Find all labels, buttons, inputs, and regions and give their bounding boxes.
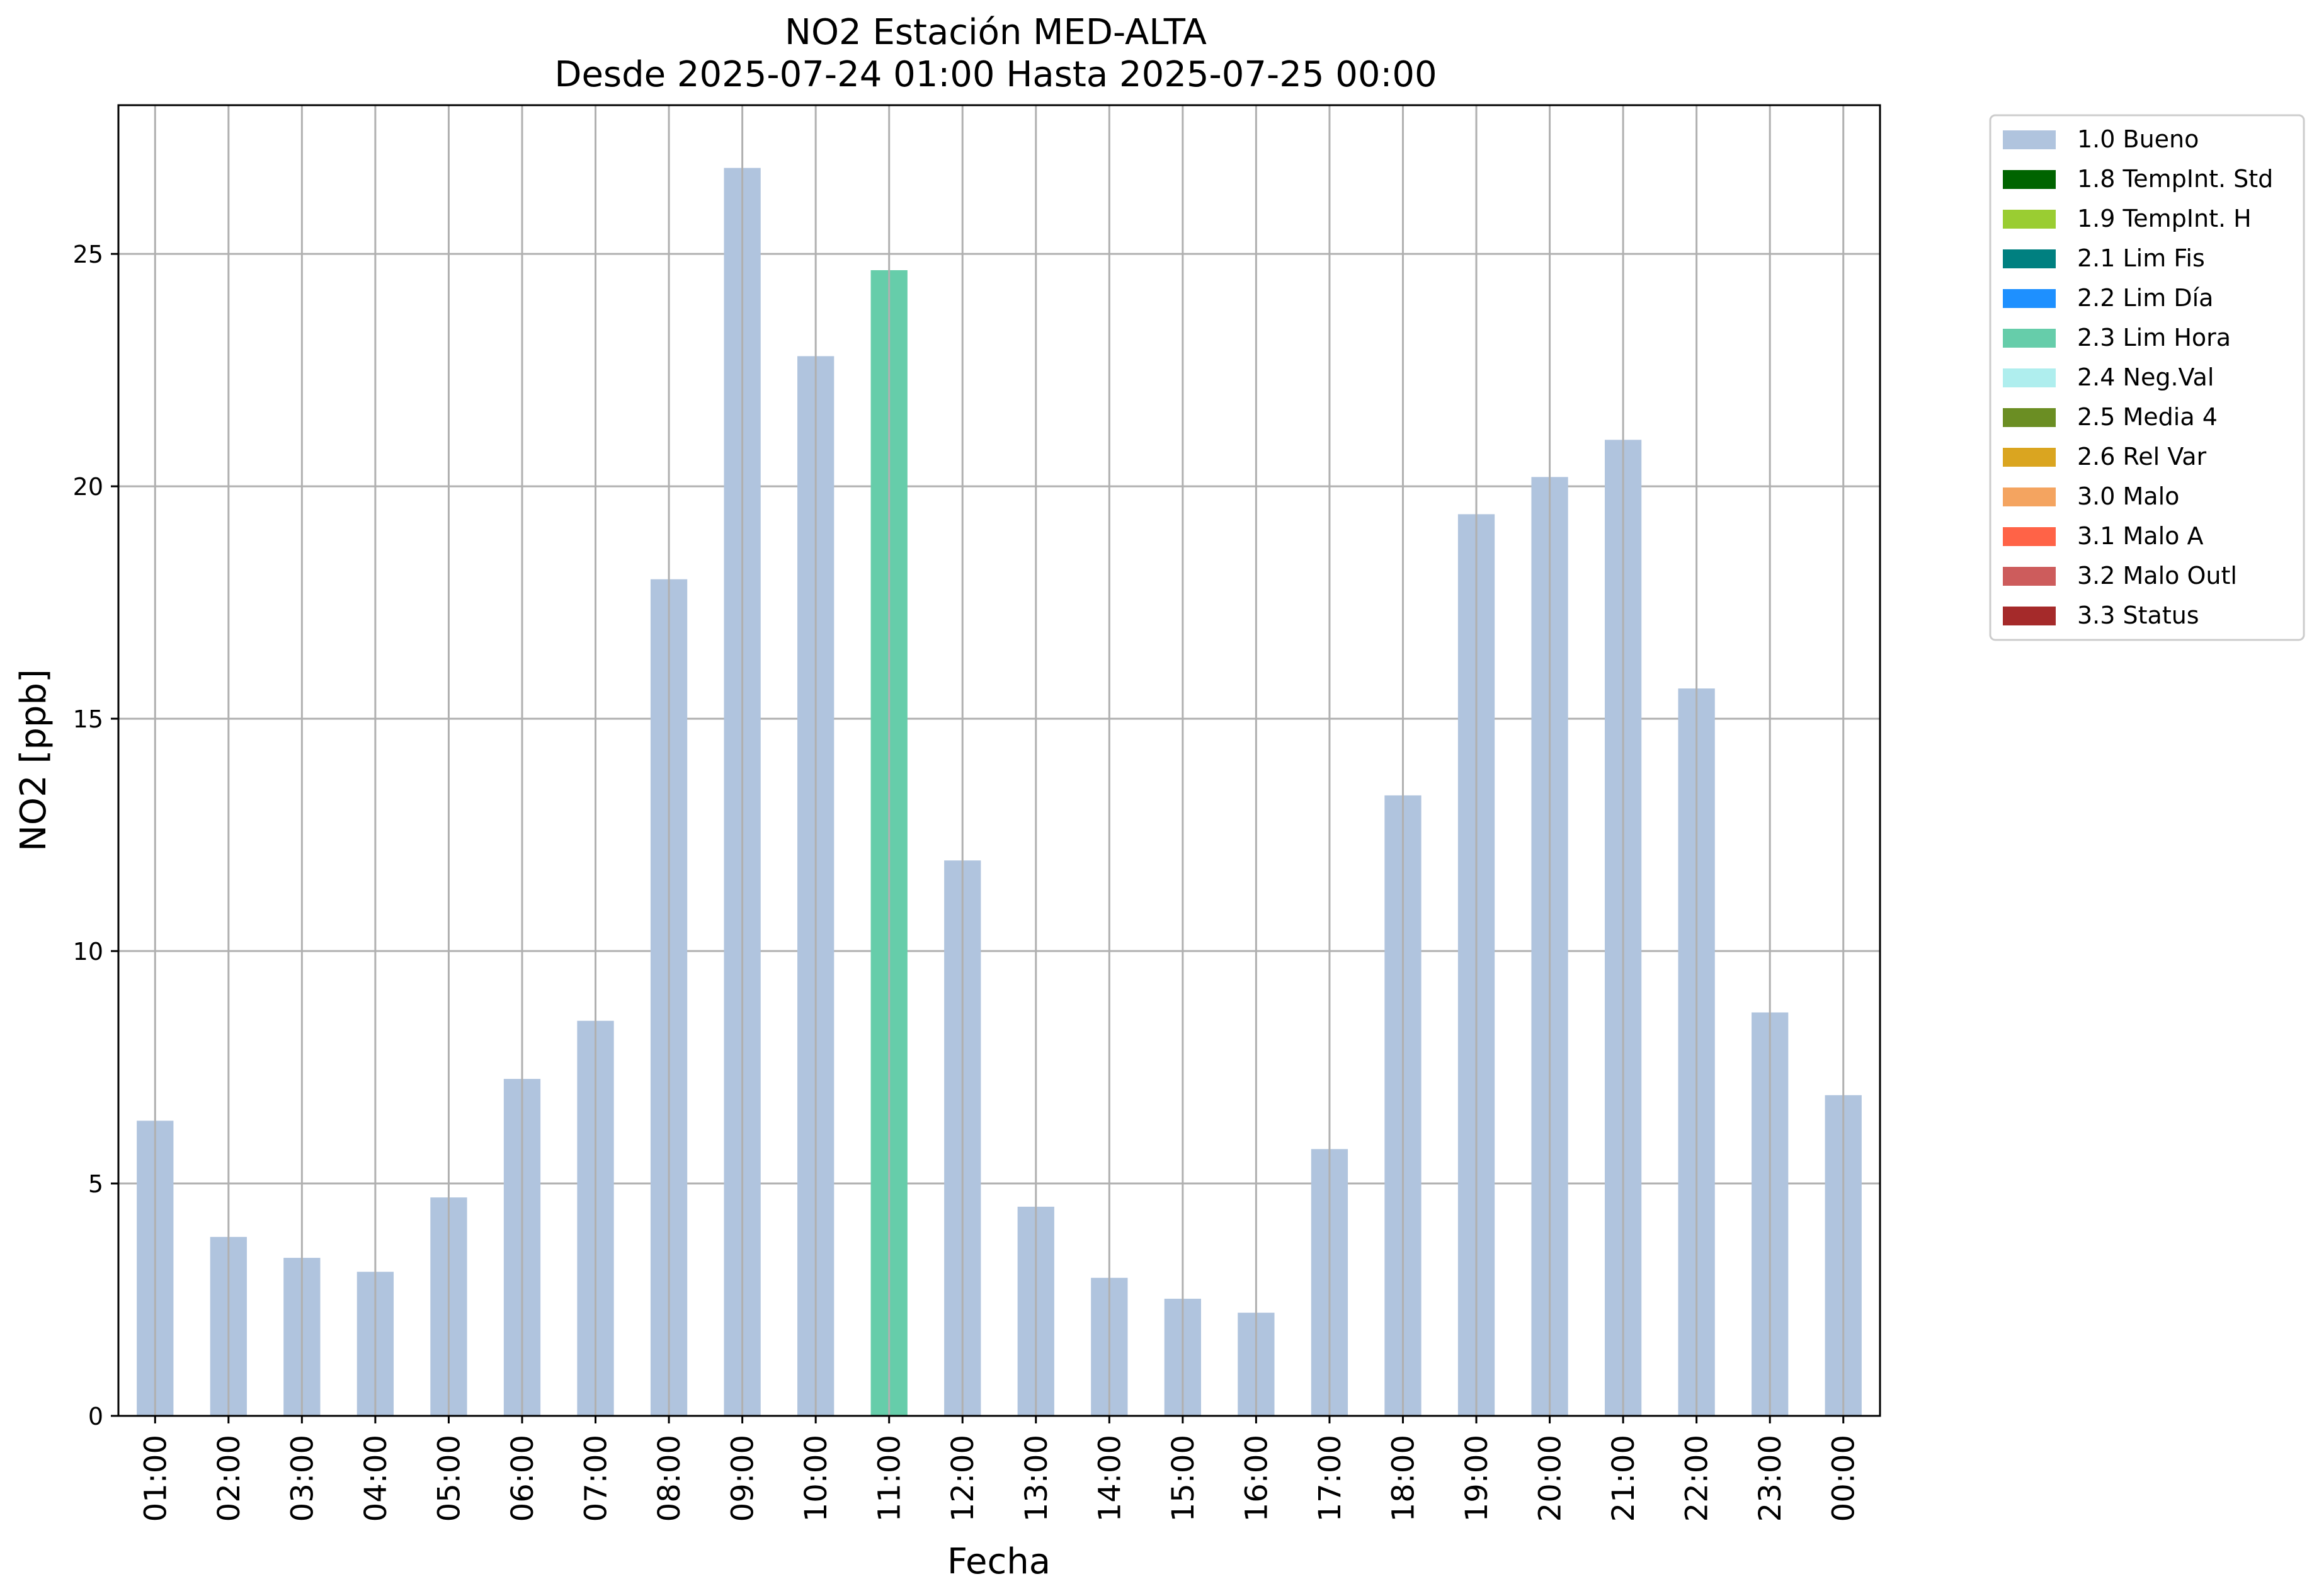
legend-label: 3.1 Malo A	[2077, 522, 2203, 550]
legend-swatch	[2003, 289, 2056, 308]
legend-label: 2.5 Media 4	[2077, 403, 2218, 431]
y-tick-label: 5	[88, 1170, 103, 1198]
legend-label: 3.2 Malo Outl	[2077, 562, 2237, 590]
legend-label: 2.4 Neg.Val	[2077, 363, 2214, 391]
x-tick-label: 13:00	[1019, 1435, 1054, 1522]
plot-frame	[117, 104, 1881, 1417]
legend-frame	[1989, 114, 2305, 641]
legend-label: 2.6 Rel Var	[2077, 443, 2207, 470]
legend-label: 1.9 TempInt. H	[2077, 205, 2252, 232]
legend-label: 1.8 TempInt. Std	[2077, 165, 2273, 193]
x-tick-label: 00:00	[1826, 1435, 1862, 1522]
y-tick-label: 25	[73, 241, 103, 268]
legend-swatch	[2003, 408, 2056, 427]
chart-subtitle: Desde 2025-07-24 01:00 Hasta 2025-07-25 …	[554, 54, 1437, 95]
x-tick-label: 02:00	[212, 1435, 247, 1522]
y-axis: 0 5 10 15 20 25	[73, 241, 118, 1430]
x-tick-label: 15:00	[1166, 1435, 1201, 1522]
legend-swatch	[2003, 210, 2056, 229]
legend-swatch	[2003, 487, 2056, 506]
vertical-grid-lines	[154, 105, 1845, 1416]
x-tick-label: 21:00	[1606, 1435, 1641, 1522]
x-tick-label: 08:00	[652, 1435, 687, 1522]
x-tick-label: 12:00	[945, 1435, 981, 1522]
x-axis: 01:00 02:00 03:00 04:00 05:00 06:00 07:00 08:00…	[138, 1416, 1862, 1522]
x-tick-label: 22:00	[1680, 1435, 1715, 1522]
x-tick-label: 19:00	[1459, 1435, 1495, 1522]
legend-label: 3.0 Malo	[2077, 482, 2179, 510]
legend-label: 2.2 Lim Día	[2077, 284, 2213, 312]
legend-swatch	[2003, 607, 2056, 625]
x-tick-label: 23:00	[1753, 1435, 1788, 1522]
y-tick-label: 0	[88, 1403, 103, 1430]
x-tick-label: 03:00	[285, 1435, 320, 1522]
y-tick-label: 20	[73, 473, 103, 501]
x-tick-label: 11:00	[872, 1435, 908, 1522]
x-tick-label: 17:00	[1313, 1435, 1348, 1522]
x-tick-label: 01:00	[138, 1435, 173, 1522]
legend-label: 2.3 Lim Hora	[2077, 324, 2231, 351]
x-tick-label: 09:00	[726, 1435, 761, 1522]
x-tick-label: 04:00	[358, 1435, 394, 1522]
y-tick-label: 10	[73, 938, 103, 966]
legend-swatch	[2003, 130, 2056, 149]
x-tick-label: 05:00	[431, 1435, 467, 1522]
legend: 1.0 Bueno 1.8 TempInt. Std 1.9 TempInt. H 2…	[1989, 114, 2305, 641]
legend-label: 3.3 Status	[2077, 601, 2199, 629]
x-tick-label: 06:00	[505, 1435, 540, 1522]
legend-swatch	[2003, 448, 2056, 467]
legend-label: 2.1 Lim Fis	[2077, 244, 2205, 272]
y-tick-label: 15	[73, 705, 103, 733]
x-tick-label: 16:00	[1239, 1435, 1274, 1522]
legend-swatch	[2003, 329, 2056, 348]
y-axis-label: NO2 [ppb]	[13, 669, 54, 852]
legend-swatch	[2003, 170, 2056, 189]
legend-label: 1.0 Bueno	[2077, 125, 2199, 153]
legend-swatch	[2003, 527, 2056, 546]
chart-title: NO2 Estación MED-ALTA	[785, 12, 1207, 53]
x-tick-label: 18:00	[1386, 1435, 1421, 1522]
x-tick-label: 10:00	[799, 1435, 834, 1522]
x-tick-label: 07:00	[579, 1435, 614, 1522]
x-tick-label: 20:00	[1533, 1435, 1568, 1522]
legend-swatch	[2003, 368, 2056, 387]
legend-swatch	[2003, 249, 2056, 268]
x-tick-label: 14:00	[1092, 1435, 1127, 1522]
legend-swatch	[2003, 567, 2056, 586]
x-axis-label: Fecha	[947, 1541, 1051, 1582]
